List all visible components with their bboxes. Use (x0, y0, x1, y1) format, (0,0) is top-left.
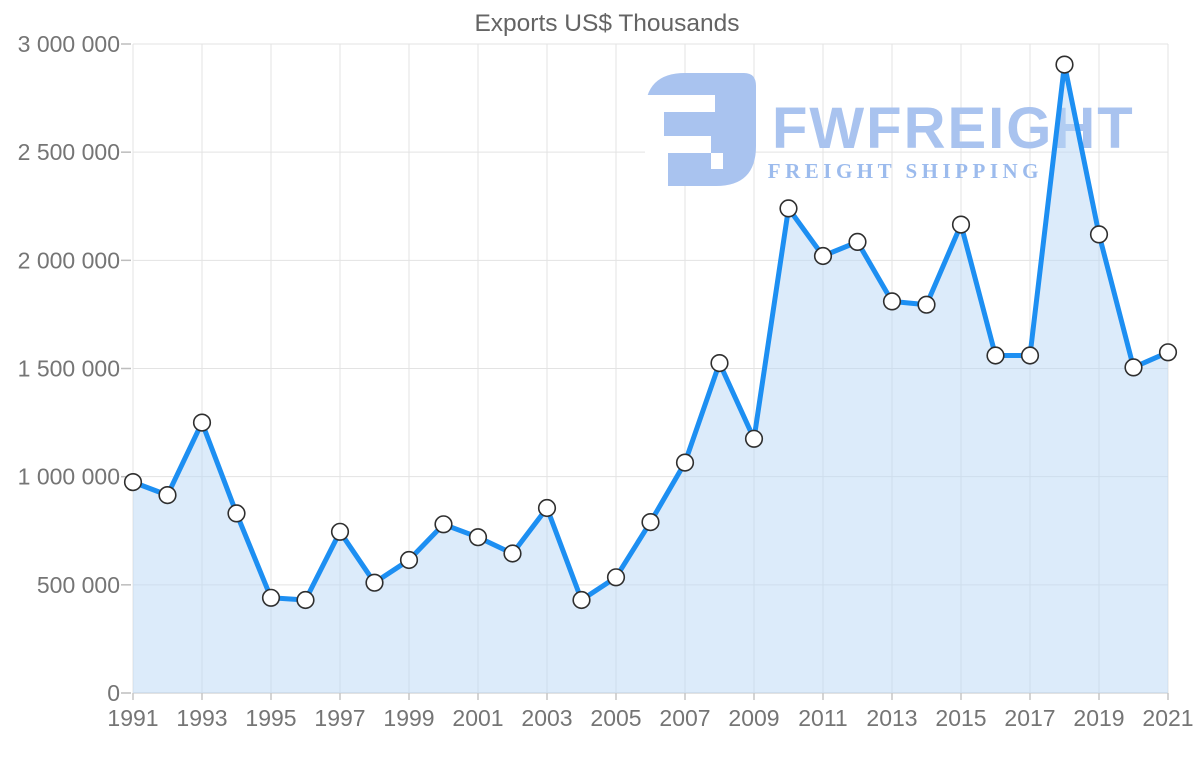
x-tick-label-1999: 1999 (383, 705, 434, 731)
axis-labels: 0 500 000 1 000 000 1 500 000 2 000 000 2 500… (18, 31, 1194, 731)
y-tick-label-0: 0 (107, 680, 120, 706)
data-point-2011[interactable] (813, 246, 833, 266)
data-point-1999[interactable] (399, 550, 419, 570)
x-tick-label-2001: 2001 (452, 705, 503, 731)
x-tick-label-2019: 2019 (1073, 705, 1124, 731)
data-point-2004[interactable] (572, 590, 591, 610)
x-tick-label-1995: 1995 (245, 705, 296, 731)
data-point-2018[interactable] (1055, 55, 1074, 74)
y-tick-label-2500000: 2 500 000 (18, 139, 120, 165)
data-point-2020[interactable] (1124, 358, 1143, 377)
data-point-2000[interactable] (434, 515, 453, 534)
x-tick-label-2015: 2015 (935, 705, 986, 731)
data-point-2002[interactable] (503, 544, 522, 563)
x-tick-label-2021: 2021 (1142, 705, 1193, 731)
data-point-1997[interactable] (330, 522, 350, 541)
series-area (133, 64, 1168, 694)
area-fill (133, 64, 1168, 694)
data-point-2008[interactable] (710, 354, 729, 373)
x-tick-label-1997: 1997 (314, 705, 365, 731)
data-point-2013[interactable] (882, 292, 902, 311)
x-tick-label-2017: 2017 (1004, 705, 1055, 731)
logo-tagline-text: FREIGHT SHIPPING (768, 159, 1043, 183)
x-tick-label-1991: 1991 (107, 705, 158, 731)
x-tick-label-2005: 2005 (590, 705, 641, 731)
data-point-1995[interactable] (261, 588, 281, 607)
data-point-2016[interactable] (986, 346, 1005, 365)
x-tick-label-2007: 2007 (659, 705, 710, 731)
data-point-2010[interactable] (779, 199, 798, 218)
data-point-2005[interactable] (606, 568, 626, 587)
data-point-2003[interactable] (537, 498, 557, 518)
x-tick-label-2013: 2013 (866, 705, 917, 731)
chart-title: Exports US$ Thousands (474, 10, 739, 37)
x-tick-label-2011: 2011 (798, 705, 847, 731)
y-tick-label-1000000: 1 000 000 (18, 464, 120, 490)
data-point-1991[interactable] (123, 473, 143, 492)
logo-mark-icon (645, 73, 756, 186)
data-point-2014[interactable] (917, 295, 936, 314)
data-point-2017[interactable] (1020, 346, 1040, 365)
data-point-1996[interactable] (296, 590, 315, 610)
data-point-2021[interactable] (1158, 343, 1178, 362)
data-point-1994[interactable] (227, 504, 246, 523)
data-point-2001[interactable] (468, 528, 488, 547)
data-point-1993[interactable] (192, 413, 212, 432)
x-tick-label-2009: 2009 (728, 705, 779, 731)
y-tick-label-500000: 500 000 (37, 572, 120, 598)
series-markers (123, 55, 1178, 610)
data-point-2019[interactable] (1089, 225, 1109, 244)
x-tick-label-1993: 1993 (176, 705, 227, 731)
data-point-2006[interactable] (641, 512, 660, 532)
data-point-2012[interactable] (848, 232, 867, 251)
y-tick-label-2000000: 2 000 000 (18, 247, 120, 273)
x-tick-label-2003: 2003 (521, 705, 572, 731)
data-point-1992[interactable] (158, 486, 177, 505)
y-tick-label-1500000: 1 500 000 (18, 356, 120, 382)
data-point-2015[interactable] (951, 215, 971, 234)
data-point-2009[interactable] (744, 429, 764, 448)
data-point-2007[interactable] (675, 453, 695, 472)
data-point-1998[interactable] (365, 573, 384, 592)
y-tick-label-3000000: 3 000 000 (18, 31, 120, 57)
